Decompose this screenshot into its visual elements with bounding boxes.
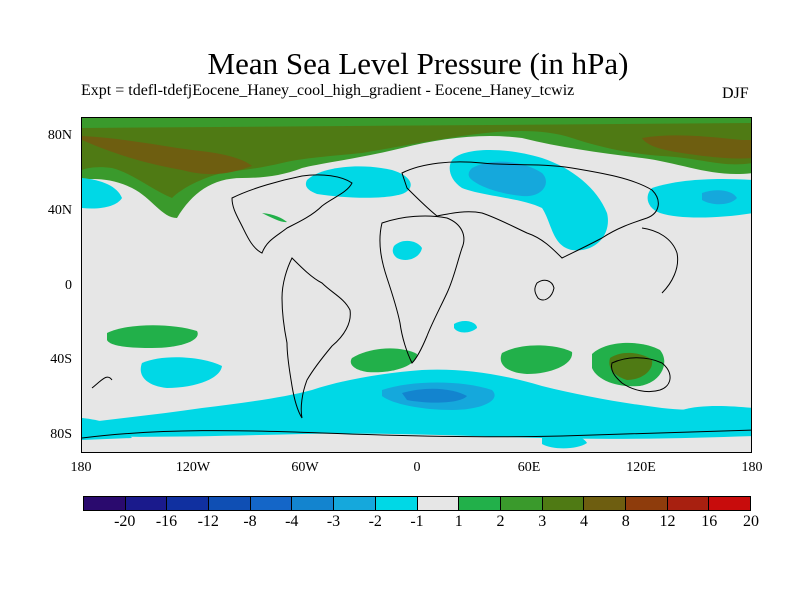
colorbar-label: -12 (197, 513, 219, 530)
x-tick-label-120w: 120W (175, 460, 211, 475)
west-pacific-low (647, 178, 751, 218)
colorbar-label: 8 (621, 513, 630, 530)
colorbar-swatch (334, 497, 376, 510)
colorbar-swatch (542, 497, 585, 510)
colorbar-label: 20 (743, 513, 759, 530)
antarctic-neutral (82, 433, 751, 452)
experiment-subtitle: Expt = tdefl-tdefjEocene_Haney_cool_high… (81, 82, 575, 99)
x-tick-label-180e: 180 (741, 460, 763, 475)
se-cyan-patch (682, 406, 751, 436)
colorbar-swatch (625, 497, 668, 510)
colorbar-swatch (167, 497, 210, 510)
south-pacific-low (140, 357, 222, 388)
map-svg (82, 118, 751, 452)
antarctic-cyan-patch (542, 434, 587, 449)
colorbar-label: -2 (368, 513, 382, 530)
colorbar-label: 3 (538, 513, 547, 530)
colorbar-swatch (250, 497, 293, 510)
siberia-brown-area (642, 135, 751, 159)
colorbar-label: 12 (659, 513, 676, 530)
y-tick-label-0: 0 (65, 278, 72, 293)
colorbar-label: -8 (243, 513, 257, 530)
colorbar-swatch (84, 497, 126, 510)
small-green-patch (262, 213, 287, 223)
colorbar-swatch (125, 497, 168, 510)
season-label: DJF (722, 85, 749, 102)
colorbar-label: 2 (496, 513, 505, 530)
x-tick-label-60e: 60E (517, 460, 541, 475)
pressure-map (81, 117, 752, 453)
southern-ocean-deep-core (402, 388, 467, 403)
colorbar-label: 4 (580, 513, 588, 530)
colorbar (83, 496, 751, 511)
x-tick-label-0: 0 (413, 460, 421, 475)
west-pacific-low-core (702, 190, 737, 205)
pacific-brown-area (82, 136, 252, 175)
south-pacific-high (107, 325, 198, 348)
colorbar-swatch (209, 497, 251, 510)
north-pacific-low (82, 178, 122, 209)
colorbar-label: -20 (114, 513, 136, 530)
colorbar-swatch (584, 497, 626, 510)
southern-ocean-band (82, 369, 751, 452)
atlantic-small-low (392, 240, 422, 260)
colorbar-label: -3 (326, 513, 341, 530)
north-atlantic-low (305, 166, 411, 198)
colorbar-swatch (417, 497, 460, 510)
south-indian-high (500, 345, 573, 374)
x-tick-label-180w: 180 (70, 460, 92, 475)
north-darkgreen-band (82, 123, 751, 198)
colorbar-swatch (667, 497, 710, 510)
colorbar-label: 1 (454, 513, 463, 530)
colorbar-swatch (709, 497, 750, 510)
colorbar-label: 16 (701, 513, 718, 530)
colorbar-swatch (459, 497, 501, 510)
eurasia-low-core (468, 161, 546, 197)
colorbar-label: -16 (155, 513, 178, 530)
y-tick-label-80n: 80N (47, 128, 72, 143)
colorbar-label: -4 (285, 513, 299, 530)
colorbar-swatch (375, 497, 418, 510)
colorbar-swatch (292, 497, 335, 510)
colorbar-swatch (500, 497, 543, 510)
coastlines (82, 161, 751, 439)
x-tick-label-60w: 60W (291, 460, 319, 475)
colorbar-label: -1 (410, 513, 424, 530)
indian-small-low (454, 321, 477, 333)
y-tick-label-40s: 40S (50, 352, 72, 367)
y-tick-label-80s: 80S (50, 427, 72, 442)
x-tick-label-120e: 120E (626, 460, 656, 475)
map-title: Mean Sea Level Pressure (in hPa) (207, 46, 629, 81)
south-atlantic-high (350, 348, 417, 373)
y-tick-label-40n: 40N (47, 203, 72, 218)
